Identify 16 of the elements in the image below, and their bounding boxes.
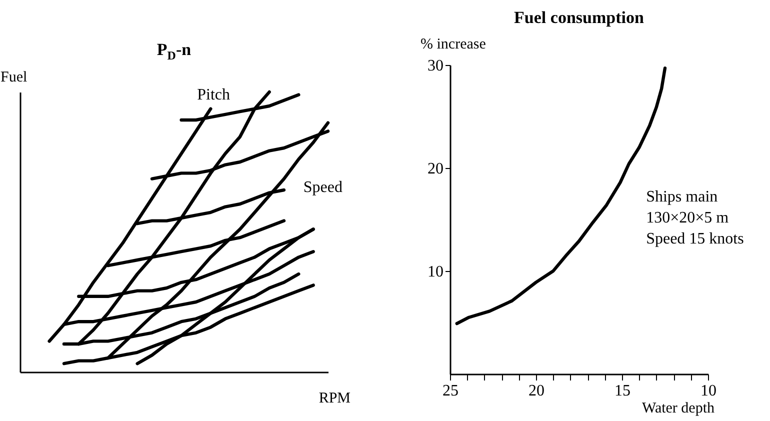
y-tick-label: 20 <box>428 160 444 178</box>
x-axis-title: Water depth <box>642 400 715 416</box>
y-axis-title: % increase <box>420 36 486 52</box>
annotation: Ships main 130×20×5 m Speed 15 knots <box>646 188 744 248</box>
annotation: Pitch <box>197 86 230 104</box>
chart-title: P$_{D}$-n <box>156 40 192 64</box>
chart-title: Fuel consumption <box>513 8 645 28</box>
annotation: Speed <box>303 178 342 196</box>
y-tick-label: 30 <box>428 58 444 74</box>
y-axis-title: Fuel <box>0 70 28 86</box>
x-axis-title: RPM <box>318 390 350 406</box>
y-tick-label: 10 <box>428 264 444 280</box>
x-tick-label: 20 <box>528 382 544 400</box>
x-tick-label: 15 <box>614 382 630 400</box>
x-tick-label: 25 <box>442 382 458 400</box>
x-tick-label: 10 <box>700 382 716 400</box>
